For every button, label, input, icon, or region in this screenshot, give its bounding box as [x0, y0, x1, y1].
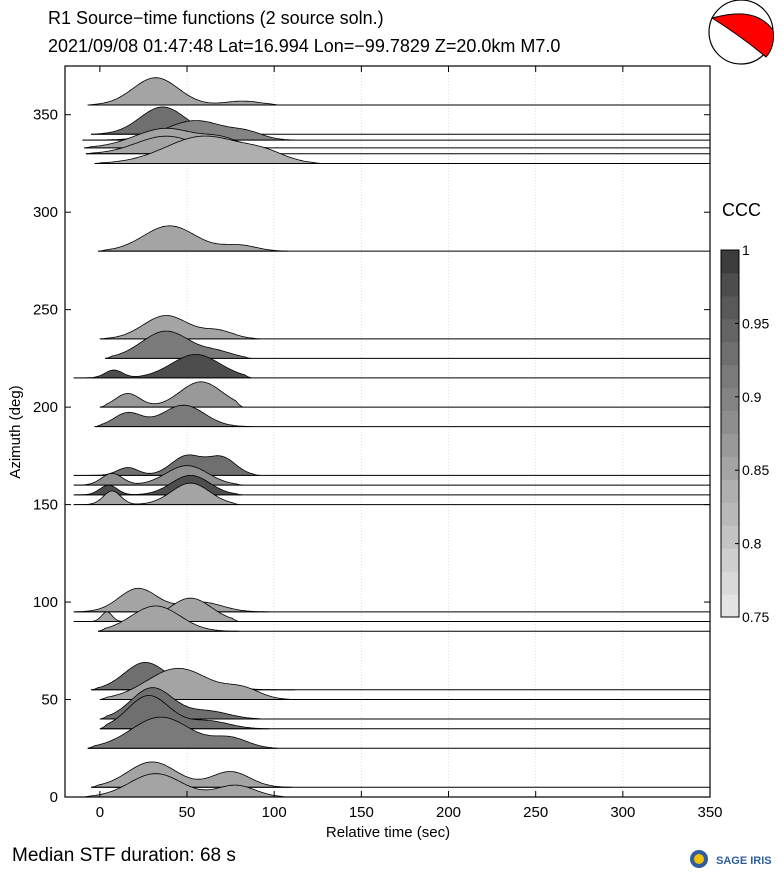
event-info: 2021/09/08 01:47:48 Lat=16.994 Lon=−99.7…: [48, 36, 561, 56]
colorbar-segment: [721, 318, 739, 343]
colorbar-segment: [721, 272, 739, 297]
colorbar-segment: [721, 594, 739, 618]
y-tick-label: 300: [33, 204, 58, 221]
colorbar-title: CCC: [722, 200, 761, 220]
y-tick-label: 350: [33, 107, 58, 124]
stf-trace-az-280: [98, 225, 289, 252]
stf-trace-az-200: [99, 381, 245, 408]
stf-trace-az-325: [94, 135, 322, 164]
colorbar-segment: [721, 295, 739, 320]
x-tick-label: 150: [349, 804, 374, 821]
stf-trace-az-85: [97, 605, 240, 632]
stf-trace-az-235: [99, 315, 261, 340]
colorbar-tick-label: 0.9: [742, 389, 762, 405]
stf-trace-az-355: [87, 77, 280, 106]
colorbar-tick-label: 1: [742, 242, 750, 258]
x-axis-label: Relative time (sec): [326, 824, 450, 841]
colorbar-segment: [721, 250, 739, 274]
colorbar-segment: [721, 364, 739, 389]
stf-trace-az-190: [94, 404, 252, 427]
axes: 0 50 100 150 200 250 300 350 0 50 100 150 200 250 300 3…: [33, 66, 723, 821]
stf-traces: [73, 77, 710, 798]
colorbar-segment: [721, 479, 739, 503]
colorbar-segment: [721, 387, 739, 412]
colorbar-segment: [721, 456, 739, 480]
y-tick-label: 50: [41, 692, 58, 709]
x-tick-label: 350: [697, 804, 722, 821]
x-tick-label: 100: [262, 804, 287, 821]
sage-iris-text: SAGE IRIS: [716, 855, 772, 867]
y-tick-label: 100: [33, 594, 58, 611]
x-tick-label: 250: [523, 804, 548, 821]
grid-lines: [186, 66, 624, 797]
x-tick-label: 300: [610, 804, 635, 821]
colorbar-tick-label: 0.95: [742, 315, 769, 331]
stf-trace-az-25: [87, 716, 278, 749]
figure-title: R1 Source−time functions (2 source soln.…: [48, 8, 384, 28]
focal-mechanism-icon: [708, 0, 774, 65]
stf-trace-az-225: [105, 330, 252, 359]
y-tick-label: 150: [33, 497, 58, 514]
colorbar-segment: [721, 571, 739, 595]
plot-frame: [64, 65, 711, 798]
x-tick-label: 200: [436, 804, 461, 821]
colorbar-tick-label: 0.85: [742, 462, 769, 478]
stf-trace-az-95: [73, 587, 269, 613]
colorbar-segment: [721, 502, 739, 526]
ccc-colorbar: 1 0.95 0.9 0.85 0.8 0.75: [720, 242, 769, 625]
y-tick-label: 0: [50, 789, 58, 806]
median-duration: Median STF duration: 68 s: [12, 845, 236, 866]
x-tick-label: 0: [96, 804, 104, 821]
stf-trace-az-150: [73, 482, 240, 505]
colorbar-tick-label: 0.75: [742, 609, 769, 625]
y-tick-label: 250: [33, 302, 58, 319]
colorbar-segment: [721, 341, 739, 366]
stf-trace-az-215: [73, 354, 252, 379]
colorbar-segment: [721, 433, 739, 457]
colorbar-tick-label: 0.8: [742, 536, 762, 552]
y-tick-label: 200: [33, 399, 58, 416]
colorbar-segment: [721, 548, 739, 572]
sage-iris-logo: SAGE IRIS: [690, 850, 772, 868]
colorbar-segment: [721, 410, 739, 434]
stf-trace-az-0: [82, 773, 289, 798]
y-axis-label: Azimuth (deg): [7, 385, 24, 478]
colorbar-frame: [720, 249, 740, 618]
stf-trace-az-165: [73, 454, 261, 476]
stf-trace-az-35: [99, 695, 270, 730]
x-tick-label: 50: [179, 804, 196, 821]
stf-trace-az-5: [91, 761, 292, 788]
stf-trace-az-337: [82, 120, 296, 141]
colorbar-segment: [721, 525, 739, 549]
